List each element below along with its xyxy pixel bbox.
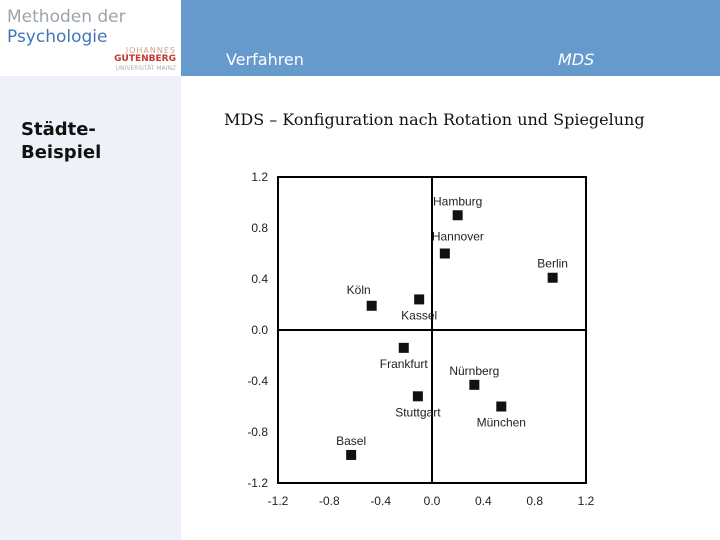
data-point-label: Hamburg	[433, 194, 482, 208]
data-point	[346, 449, 357, 460]
x-tick-label: 0.8	[526, 494, 543, 508]
x-tick-label: 1.2	[578, 494, 595, 508]
brand-line-2: Psychologie	[7, 27, 108, 47]
x-tick-label: 0.0	[424, 494, 441, 508]
y-tick-label: 1.2	[251, 170, 268, 184]
data-point-label: München	[477, 416, 526, 430]
data-point	[469, 379, 480, 390]
y-tick-label: 0.4	[251, 272, 268, 286]
data-point-label: Hannover	[432, 230, 484, 244]
header-label: Verfahren	[226, 50, 304, 69]
data-point	[439, 248, 450, 259]
university-logo-line-2: GUTENBERG	[114, 54, 176, 64]
brand-line-1: Methoden der	[7, 7, 126, 27]
section-title-text: Städte- Beispiel	[21, 119, 102, 163]
data-point-label: Stuttgart	[395, 405, 441, 419]
data-point-label: Nürnberg	[449, 364, 499, 378]
data-point-label: Frankfurt	[380, 357, 429, 371]
y-tick-label: -1.2	[247, 476, 268, 490]
data-point	[366, 300, 377, 311]
x-tick-label: 0.4	[475, 494, 492, 508]
data-point-label: Basel	[336, 434, 366, 448]
data-point	[452, 210, 463, 221]
mds-scatter-chart: -1.2 -0.8 -0.4 0.0 0.4 0.8 1.2 1.2 0.8 0.4 0.0 -0.4…	[247, 170, 595, 508]
data-point	[496, 401, 507, 412]
header-bar: Verfahren MDS	[181, 0, 720, 76]
data-point-label: Köln	[347, 283, 371, 297]
data-point	[398, 342, 409, 353]
university-logo-line-1: JOHANNES	[125, 46, 176, 55]
data-point-label: Berlin	[537, 257, 568, 271]
data-point-label: Kassel	[401, 308, 437, 322]
university-logo: JOHANNES GUTENBERG UNIVERSITÄT MAINZ	[110, 47, 176, 73]
sidebar: Methoden der Psychologie JOHANNES GUTENB…	[0, 0, 182, 540]
header-value: MDS	[558, 50, 595, 69]
y-tick-label: -0.8	[247, 425, 268, 439]
data-point	[412, 391, 423, 402]
y-tick-label: -0.4	[247, 374, 268, 388]
data-point	[414, 294, 425, 305]
section-title: Städte- Beispiel	[21, 118, 101, 164]
university-logo-line-3: UNIVERSITÄT MAINZ	[115, 65, 176, 72]
y-tick-label: 0.0	[251, 323, 268, 337]
data-point	[547, 272, 558, 283]
x-tick-label: -1.2	[268, 494, 289, 508]
logo-area: Methoden der Psychologie JOHANNES GUTENB…	[0, 0, 182, 76]
x-tick-label: -0.8	[319, 494, 340, 508]
x-tick-label: -0.4	[370, 494, 391, 508]
slide-subtitle: MDS – Konfiguration nach Rotation und Sp…	[224, 110, 645, 129]
y-tick-label: 0.8	[251, 221, 268, 235]
